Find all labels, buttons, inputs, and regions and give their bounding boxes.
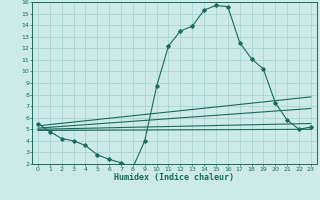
X-axis label: Humidex (Indice chaleur): Humidex (Indice chaleur) [115,173,234,182]
